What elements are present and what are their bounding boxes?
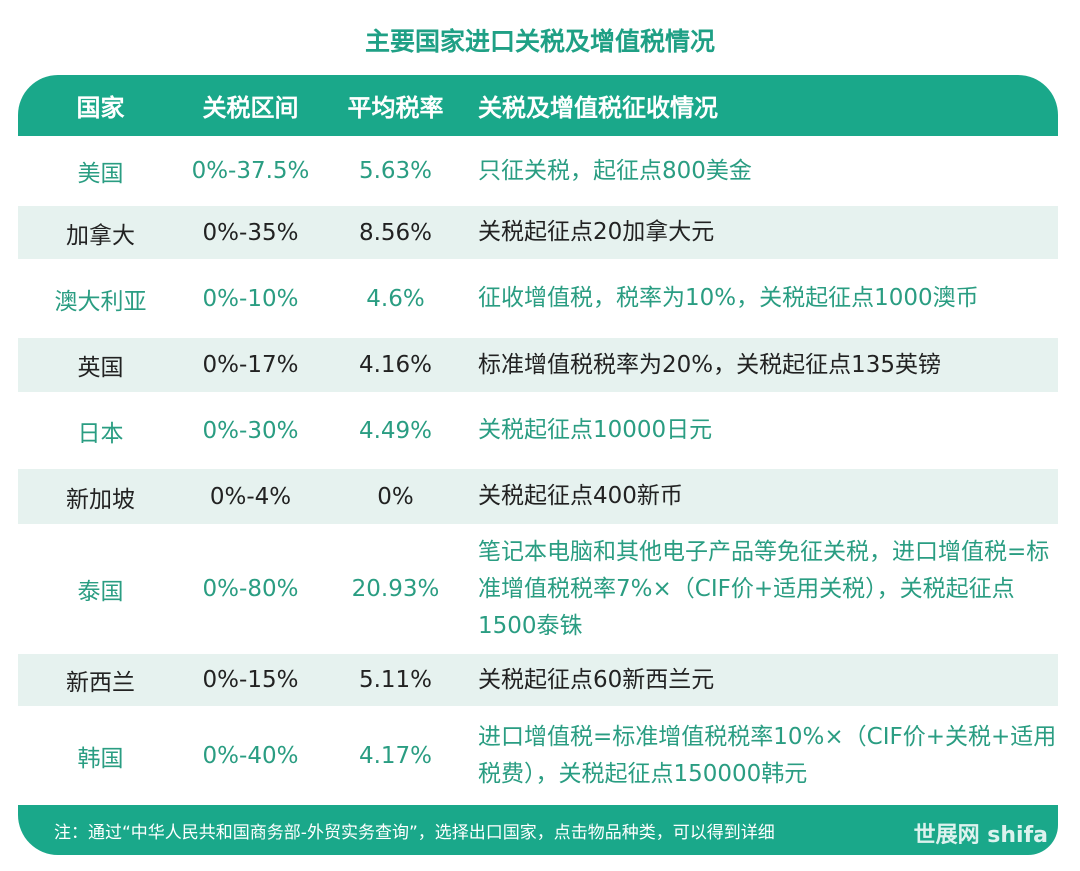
range-cell: 0%-37.5% xyxy=(191,158,310,184)
header-range: 关税区间 xyxy=(202,94,299,122)
avg-rate-cell: 5.63% xyxy=(358,158,433,184)
country-cell: 新加坡 xyxy=(66,486,135,513)
avg-rate-cell: 8.56% xyxy=(358,219,433,246)
detail-cell: 只征关税，起征点800美金 xyxy=(478,157,752,184)
country-cell: 加拿大 xyxy=(66,222,135,249)
table-row: 韩国 0%-40% 4.17% 进口增值税=标准增值税税率10%×（CIF价+关税+适… xyxy=(18,706,1058,805)
range-cell: 0%-10% xyxy=(202,285,299,312)
detail-cell: 关税起征点20加拿大元 xyxy=(478,219,715,245)
range-cell: 0%-80% xyxy=(202,576,299,602)
range-cell: 0%-35% xyxy=(202,219,299,246)
avg-rate-cell: 5.11% xyxy=(358,667,433,693)
header-country: 国家 xyxy=(76,94,125,122)
country-cell: 澳大利亚 xyxy=(54,288,147,315)
detail-cell: 关税起征点60新西兰元 xyxy=(478,666,715,693)
table-header: 国家 关税区间 平均税率 关税及增值税征收情况 xyxy=(18,75,1058,136)
table-row: 澳大利亚 0%-10% 4.6% 征收增值税，税率为10%，关税起征点1000澳币 xyxy=(18,259,1058,338)
avg-rate-cell: 20.93% xyxy=(351,576,440,602)
country-cell: 韩国 xyxy=(77,745,124,772)
page-title: 主要国家进口关税及增值税情况 xyxy=(364,27,715,56)
detail-cell: 进口增值税=标准增值税税率10%×（CIF价+关税+适用税费），关税起征点150… xyxy=(478,723,1057,787)
watermark: 世展网 shifa xyxy=(913,823,1048,848)
table-row: 日本 0%-30% 4.49% 关税起征点10000日元 xyxy=(18,392,1058,469)
header-detail: 关税及增值税征收情况 xyxy=(478,94,718,122)
detail-cell: 关税起征点10000日元 xyxy=(478,417,713,443)
range-cell: 0%-40% xyxy=(202,742,299,769)
avg-rate-cell: 4.16% xyxy=(358,352,433,378)
country-cell: 新西兰 xyxy=(66,670,135,696)
avg-rate-cell: 0% xyxy=(377,483,414,510)
table-row: 英国 0%-17% 4.16% 标准增值税税率为20%，关税起征点135英镑 xyxy=(18,338,1058,392)
table-row: 加拿大 0%-35% 8.56% 关税起征点20加拿大元 xyxy=(18,206,1058,259)
header-avg: 平均税率 xyxy=(347,94,444,122)
detail-cell: 标准增值税税率为20%，关税起征点135英镑 xyxy=(478,351,942,378)
country-cell: 英国 xyxy=(77,355,124,381)
detail-cell: 关税起征点400新币 xyxy=(478,483,683,509)
table-row: 新加坡 0%-4% 0% 关税起征点400新币 xyxy=(18,469,1058,524)
country-cell: 泰国 xyxy=(77,579,124,605)
table-row: 新西兰 0%-15% 5.11% 关税起征点60新西兰元 xyxy=(18,654,1058,706)
table-row: 泰国 0%-80% 20.93% 笔记本电脑和其他电子产品等免征关税，进口增值税=标准… xyxy=(18,524,1058,654)
range-cell: 0%-4% xyxy=(209,483,292,510)
range-cell: 0%-30% xyxy=(202,417,299,444)
detail-cell: 征收增值税，税率为10%，关税起征点1000澳币 xyxy=(478,285,979,311)
range-cell: 0%-15% xyxy=(202,667,299,693)
country-cell: 日本 xyxy=(77,420,124,447)
footer-note: 注：通过“中华人民共和国商务部-外贸实务查询”，选择出口国家，点击物品种类，可以… xyxy=(18,805,1058,855)
avg-rate-cell: 4.6% xyxy=(366,285,425,312)
range-cell: 0%-17% xyxy=(202,352,299,378)
detail-cell: 笔记本电脑和其他电子产品等免征关税，进口增值税=标准增值税税率7%×（CIF价+… xyxy=(478,538,1050,639)
country-cell: 美国 xyxy=(77,161,124,187)
avg-rate-cell: 4.49% xyxy=(358,417,433,444)
avg-rate-cell: 4.17% xyxy=(358,742,433,769)
table-row: 美国 0%-37.5% 5.63% 只征关税，起征点800美金 xyxy=(18,136,1058,206)
footer-note-text: 注：通过“中华人民共和国商务部-外贸实务查询”，选择出口国家，点击物品种类，可以… xyxy=(54,822,775,843)
